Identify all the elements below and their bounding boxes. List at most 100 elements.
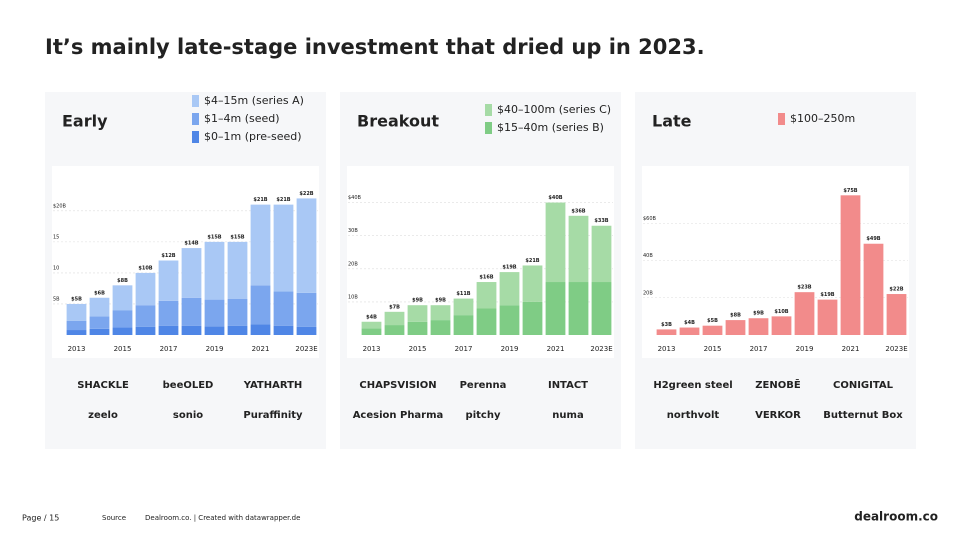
bar-segment xyxy=(453,298,474,316)
legend-swatch xyxy=(485,104,492,116)
total-label: $14B xyxy=(184,241,198,247)
legend-swatch xyxy=(192,131,199,143)
logo: northvolt xyxy=(667,410,720,421)
value-label: $4B xyxy=(684,320,695,326)
y-tick-label: 20B xyxy=(348,261,358,267)
value-label: $8B xyxy=(730,313,741,319)
total-label: $6B xyxy=(94,290,105,296)
bar-segment xyxy=(273,204,294,292)
x-tick-label: 2013 xyxy=(658,345,676,353)
legend-label: $0–1m (pre-seed) xyxy=(204,130,302,143)
logo: zeelo xyxy=(88,410,118,421)
y-tick-label: 10 xyxy=(53,265,59,271)
page-number: Page / 15 xyxy=(22,514,59,523)
bar-segment xyxy=(227,298,248,326)
bar-segment xyxy=(430,320,451,335)
logo: sonio xyxy=(173,410,203,421)
x-tick-label: 2023E xyxy=(590,345,612,353)
total-label: $10B xyxy=(138,265,152,271)
logo: CHAPSVISION xyxy=(359,380,436,391)
total-label: $15B xyxy=(230,234,244,240)
x-tick-label: 2019 xyxy=(501,345,519,353)
legend-swatch xyxy=(192,95,199,107)
bar-segment xyxy=(863,243,884,335)
bar-segment xyxy=(250,204,271,286)
value-label: $19B xyxy=(820,292,834,298)
bar-segment xyxy=(476,308,497,335)
bar-segment xyxy=(66,320,87,331)
bar-segment xyxy=(135,272,156,306)
legend-swatch xyxy=(192,113,199,125)
bar-segment xyxy=(181,325,202,335)
bar-segment xyxy=(361,321,382,329)
bar-segment xyxy=(204,241,225,300)
chart-title: Late xyxy=(652,112,692,131)
x-tick-label: 2015 xyxy=(409,345,427,353)
bar-segment xyxy=(296,292,317,327)
bar-segment xyxy=(499,305,520,335)
bar-segment xyxy=(545,202,566,283)
bar-segment xyxy=(181,248,202,298)
bar-segment xyxy=(296,198,317,293)
legend-swatch xyxy=(778,113,785,125)
bar-segment xyxy=(407,305,428,322)
total-label: $15B xyxy=(207,234,221,240)
bar-segment xyxy=(748,318,769,335)
bar-segment xyxy=(725,320,746,335)
bar-segment xyxy=(591,225,612,283)
bar-segment xyxy=(384,325,405,335)
x-tick-label: 2023E xyxy=(885,345,907,353)
y-tick-label: $40B xyxy=(348,195,362,201)
logo: SHACKLE xyxy=(77,380,129,391)
total-label: $9B xyxy=(412,298,423,304)
total-label: $21B xyxy=(276,197,290,203)
bar-segment xyxy=(591,282,612,335)
value-label: $75B xyxy=(843,188,857,194)
bar-segment xyxy=(181,297,202,326)
bar-segment xyxy=(568,215,589,283)
legend-label: $15–40m (series B) xyxy=(497,121,604,134)
logo: Puraffinity xyxy=(243,410,303,421)
total-label: $12B xyxy=(161,253,175,259)
bar-segment xyxy=(66,330,87,335)
total-label: $36B xyxy=(571,208,585,214)
x-tick-label: 2017 xyxy=(750,345,768,353)
y-tick-label: 5B xyxy=(53,296,60,302)
logo: Butternut Box xyxy=(823,410,903,421)
logo: YATHARTH xyxy=(243,380,303,391)
source-label: Source xyxy=(102,514,126,522)
logo: pitchy xyxy=(466,410,501,421)
bar-segment xyxy=(273,291,294,326)
bar-segment xyxy=(89,328,110,335)
bar-segment xyxy=(499,272,520,306)
bar-segment xyxy=(112,310,133,328)
bar-segment xyxy=(407,321,428,335)
bar-segment xyxy=(522,301,543,335)
bar-segment xyxy=(158,325,179,335)
slide-title: It’s mainly late-stage investment that d… xyxy=(45,35,705,59)
total-label: $5B xyxy=(71,296,82,302)
x-tick-label: 2013 xyxy=(68,345,86,353)
y-tick-label: 40B xyxy=(643,253,653,259)
total-label: $21B xyxy=(525,258,539,264)
total-label: $16B xyxy=(479,275,493,281)
bar-segment xyxy=(135,326,156,335)
bar-segment xyxy=(656,329,677,335)
y-tick-label: 20B xyxy=(643,290,653,296)
y-tick-label: $60B xyxy=(643,216,657,222)
total-label: $40B xyxy=(548,195,562,201)
total-label: $4B xyxy=(366,314,377,320)
bar-segment xyxy=(112,327,133,335)
value-label: $5B xyxy=(707,318,718,324)
value-label: $22B xyxy=(889,287,903,293)
bar-segment xyxy=(886,294,907,335)
source-credit: Dealroom.co. | Created with datawrapper.… xyxy=(145,514,300,522)
x-tick-label: 2017 xyxy=(160,345,178,353)
bar-segment xyxy=(568,282,589,335)
total-label: $33B xyxy=(594,218,608,224)
value-label: $10B xyxy=(774,309,788,315)
total-label: $8B xyxy=(117,278,128,284)
logo: H2green steel xyxy=(653,380,732,391)
bar-segment xyxy=(545,282,566,335)
x-tick-label: 2021 xyxy=(842,345,860,353)
